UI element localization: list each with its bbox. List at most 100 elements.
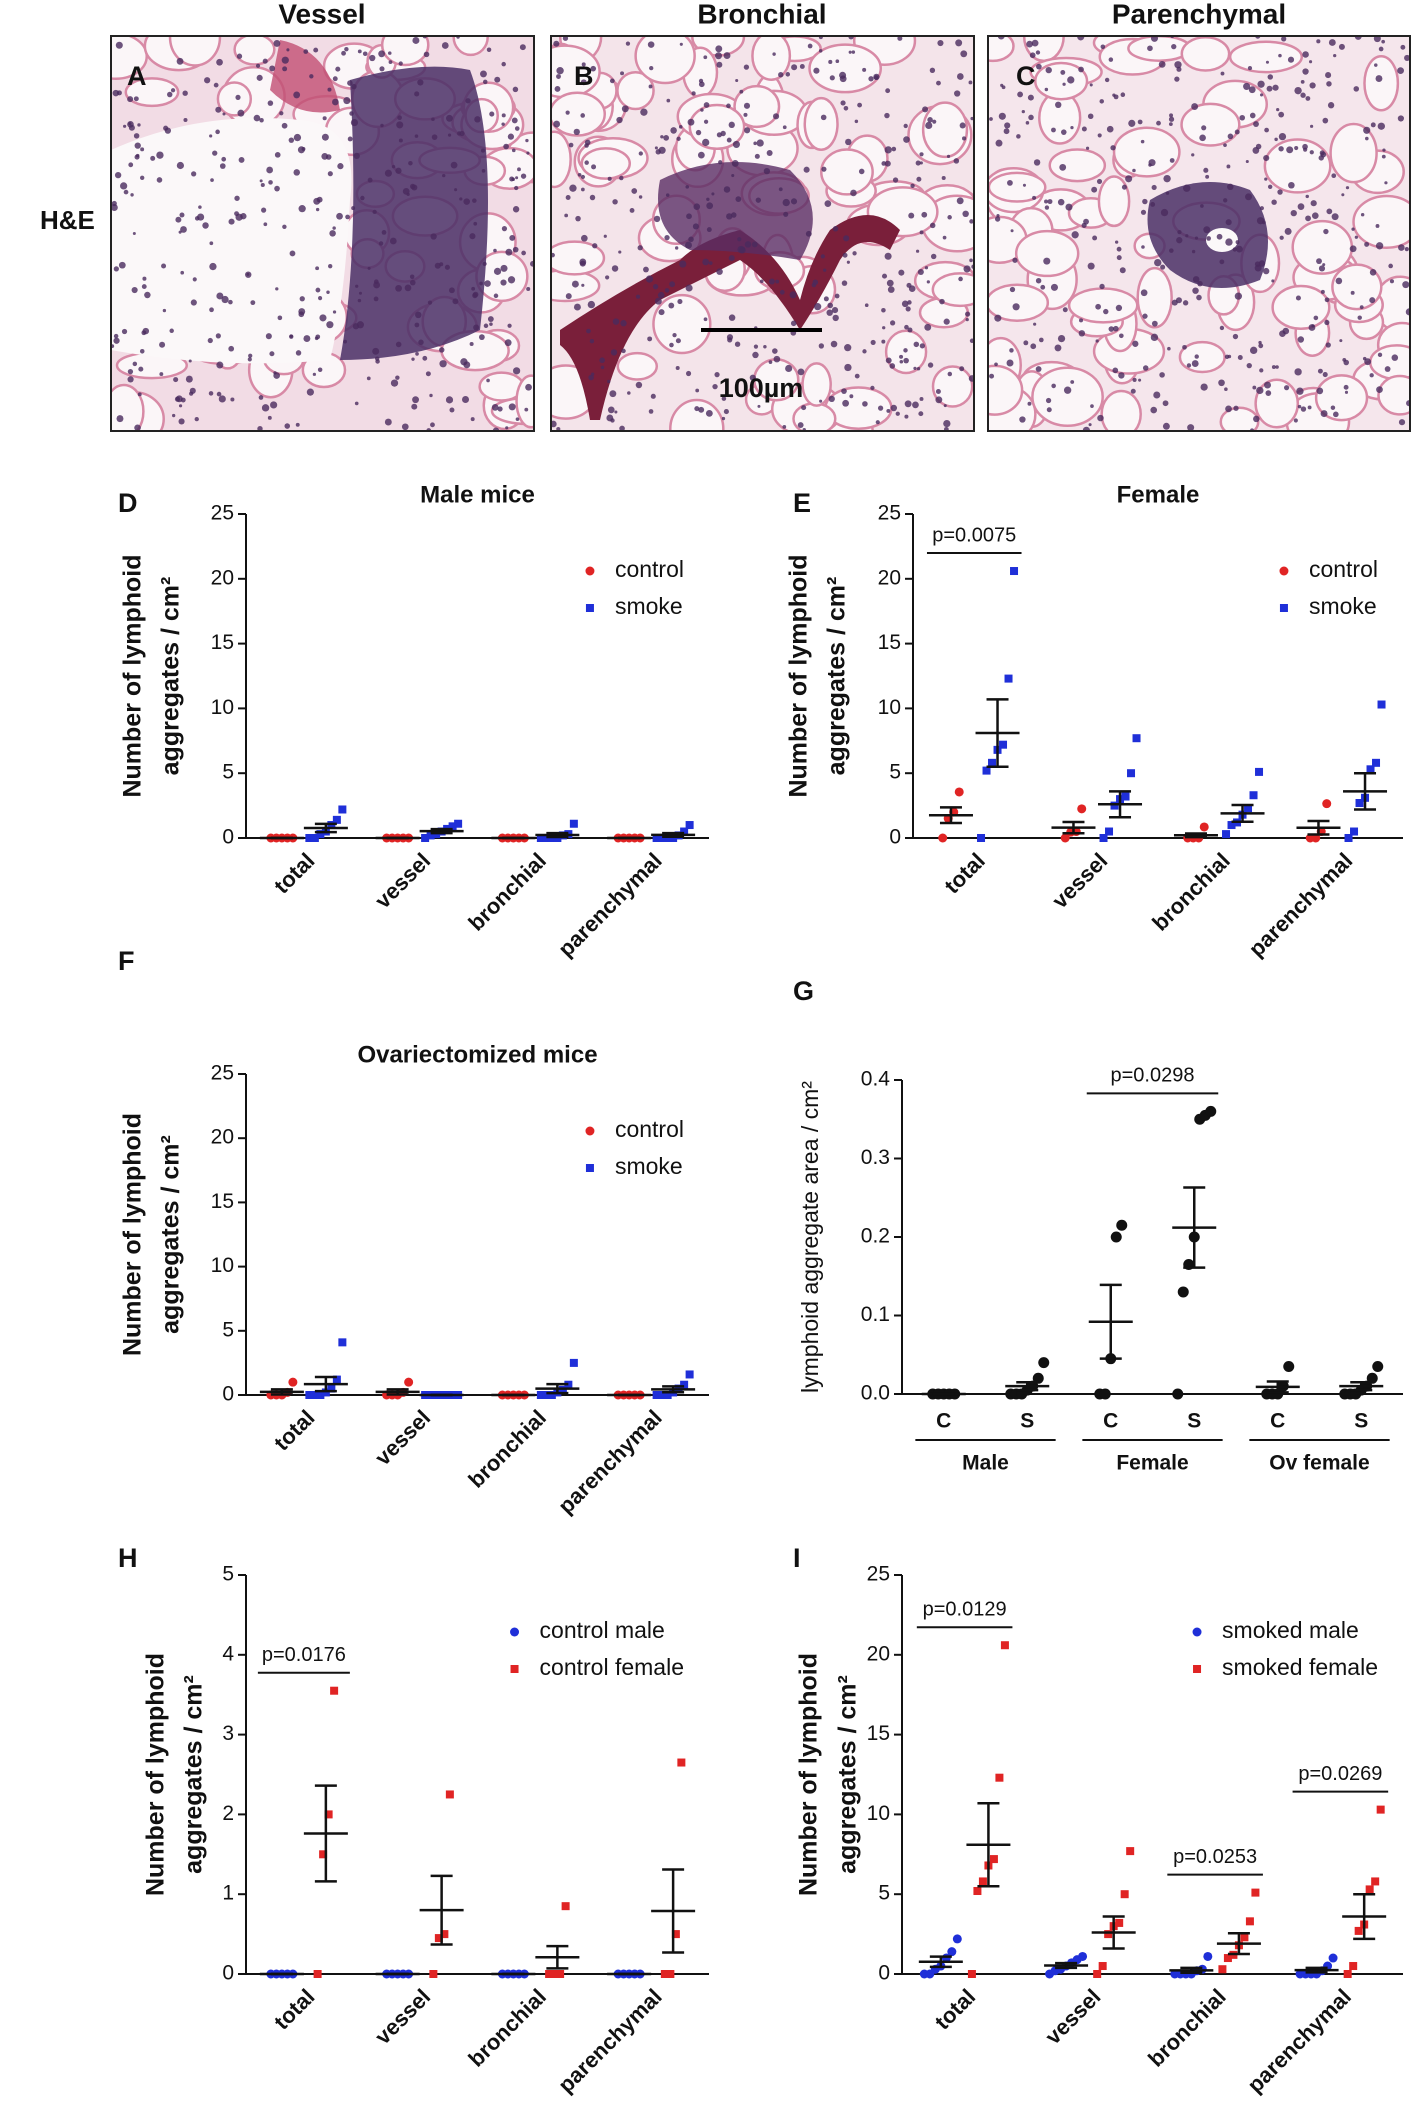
alveolus — [1180, 36, 1231, 72]
nucleus — [1035, 366, 1042, 372]
nucleus — [279, 111, 284, 116]
nucleus — [395, 167, 402, 174]
alveolus — [803, 96, 839, 152]
nucleus — [922, 106, 929, 113]
nucleus — [133, 133, 140, 139]
nucleus — [472, 292, 478, 299]
panel-letter: E — [793, 488, 811, 518]
nucleus — [903, 136, 910, 143]
nucleus — [1113, 325, 1119, 332]
nucleus — [638, 195, 643, 199]
nucleus — [408, 160, 413, 166]
nucleus — [1333, 411, 1339, 418]
nucleus — [1377, 122, 1385, 130]
alveolus — [1363, 54, 1400, 112]
nucleus — [929, 67, 936, 73]
nucleus — [925, 121, 933, 130]
nucleus — [1369, 297, 1376, 304]
nucleus — [507, 133, 514, 140]
data-point — [977, 834, 986, 842]
nucleus — [734, 341, 741, 347]
nucleus — [133, 96, 139, 102]
data-point — [1223, 1954, 1232, 1963]
nucleus — [1316, 39, 1321, 44]
alveolus — [1377, 374, 1410, 416]
nucleus — [627, 391, 631, 395]
nucleus — [1151, 184, 1157, 191]
nucleus — [326, 290, 330, 295]
nucleus — [1281, 36, 1287, 42]
nucleus — [357, 49, 362, 54]
data-point — [404, 1377, 414, 1387]
nucleus — [1294, 368, 1302, 376]
nucleus — [192, 277, 197, 282]
nucleus — [274, 185, 280, 192]
nucleus — [257, 426, 263, 431]
nucleus — [207, 337, 213, 344]
nucleus — [514, 185, 519, 191]
nucleus — [414, 91, 420, 97]
nucleus — [1245, 193, 1252, 201]
nucleus — [697, 151, 705, 159]
nucleus — [1384, 366, 1391, 372]
y-tick-label: 20 — [211, 1126, 234, 1149]
nucleus — [670, 127, 677, 134]
nucleus — [1183, 184, 1191, 192]
nucleus — [1070, 126, 1074, 130]
alveolus — [1112, 126, 1181, 178]
nucleus — [274, 151, 281, 158]
nucleus — [256, 74, 263, 81]
p-value: p=0.0269 — [1298, 1763, 1382, 1785]
y-tick-label: 0.4 — [861, 1068, 891, 1091]
nucleus — [1158, 60, 1166, 68]
nucleus — [159, 372, 164, 377]
nucleus — [469, 233, 476, 240]
nucleus — [404, 284, 412, 292]
nucleus — [721, 396, 727, 401]
nucleus — [353, 152, 360, 160]
nucleus — [170, 88, 176, 93]
data-point — [652, 834, 661, 842]
nucleus — [1325, 72, 1332, 79]
nucleus — [462, 396, 470, 404]
nucleus — [1350, 290, 1355, 295]
nucleus — [1033, 322, 1037, 326]
nucleus — [315, 266, 320, 271]
nucleus — [1335, 277, 1343, 285]
nucleus — [140, 175, 145, 180]
nucleus — [654, 146, 658, 150]
nucleus — [1302, 51, 1309, 58]
nucleus — [885, 357, 892, 364]
nucleus — [414, 322, 420, 328]
nucleus — [1006, 359, 1014, 367]
nucleus — [263, 222, 268, 227]
nucleus — [1142, 365, 1149, 371]
nucleus — [465, 98, 471, 104]
nucleus — [1326, 81, 1332, 87]
y-axis-label: lymphoid aggregate area / cm² — [797, 1081, 823, 1393]
nucleus — [111, 203, 118, 212]
nucleus — [265, 333, 272, 340]
nucleus — [1218, 379, 1225, 387]
nucleus — [935, 396, 943, 404]
nucleus — [669, 342, 674, 348]
nucleus — [1264, 127, 1269, 133]
nucleus — [470, 417, 475, 422]
nucleus — [1003, 128, 1010, 135]
nucleus — [159, 341, 166, 348]
nucleus — [175, 216, 182, 223]
nucleus — [756, 139, 764, 147]
nucleus — [645, 275, 654, 283]
nucleus — [716, 61, 723, 68]
nucleus — [1150, 333, 1159, 342]
alveolus — [931, 365, 974, 408]
data-point — [319, 1850, 328, 1859]
nucleus — [1012, 303, 1020, 311]
group-label: Ov female — [1269, 1452, 1369, 1475]
y-tick-label: 20 — [878, 566, 901, 589]
nucleus — [1032, 195, 1037, 200]
legend-marker — [1279, 604, 1288, 612]
nucleus — [782, 198, 790, 207]
nucleus — [890, 320, 896, 326]
